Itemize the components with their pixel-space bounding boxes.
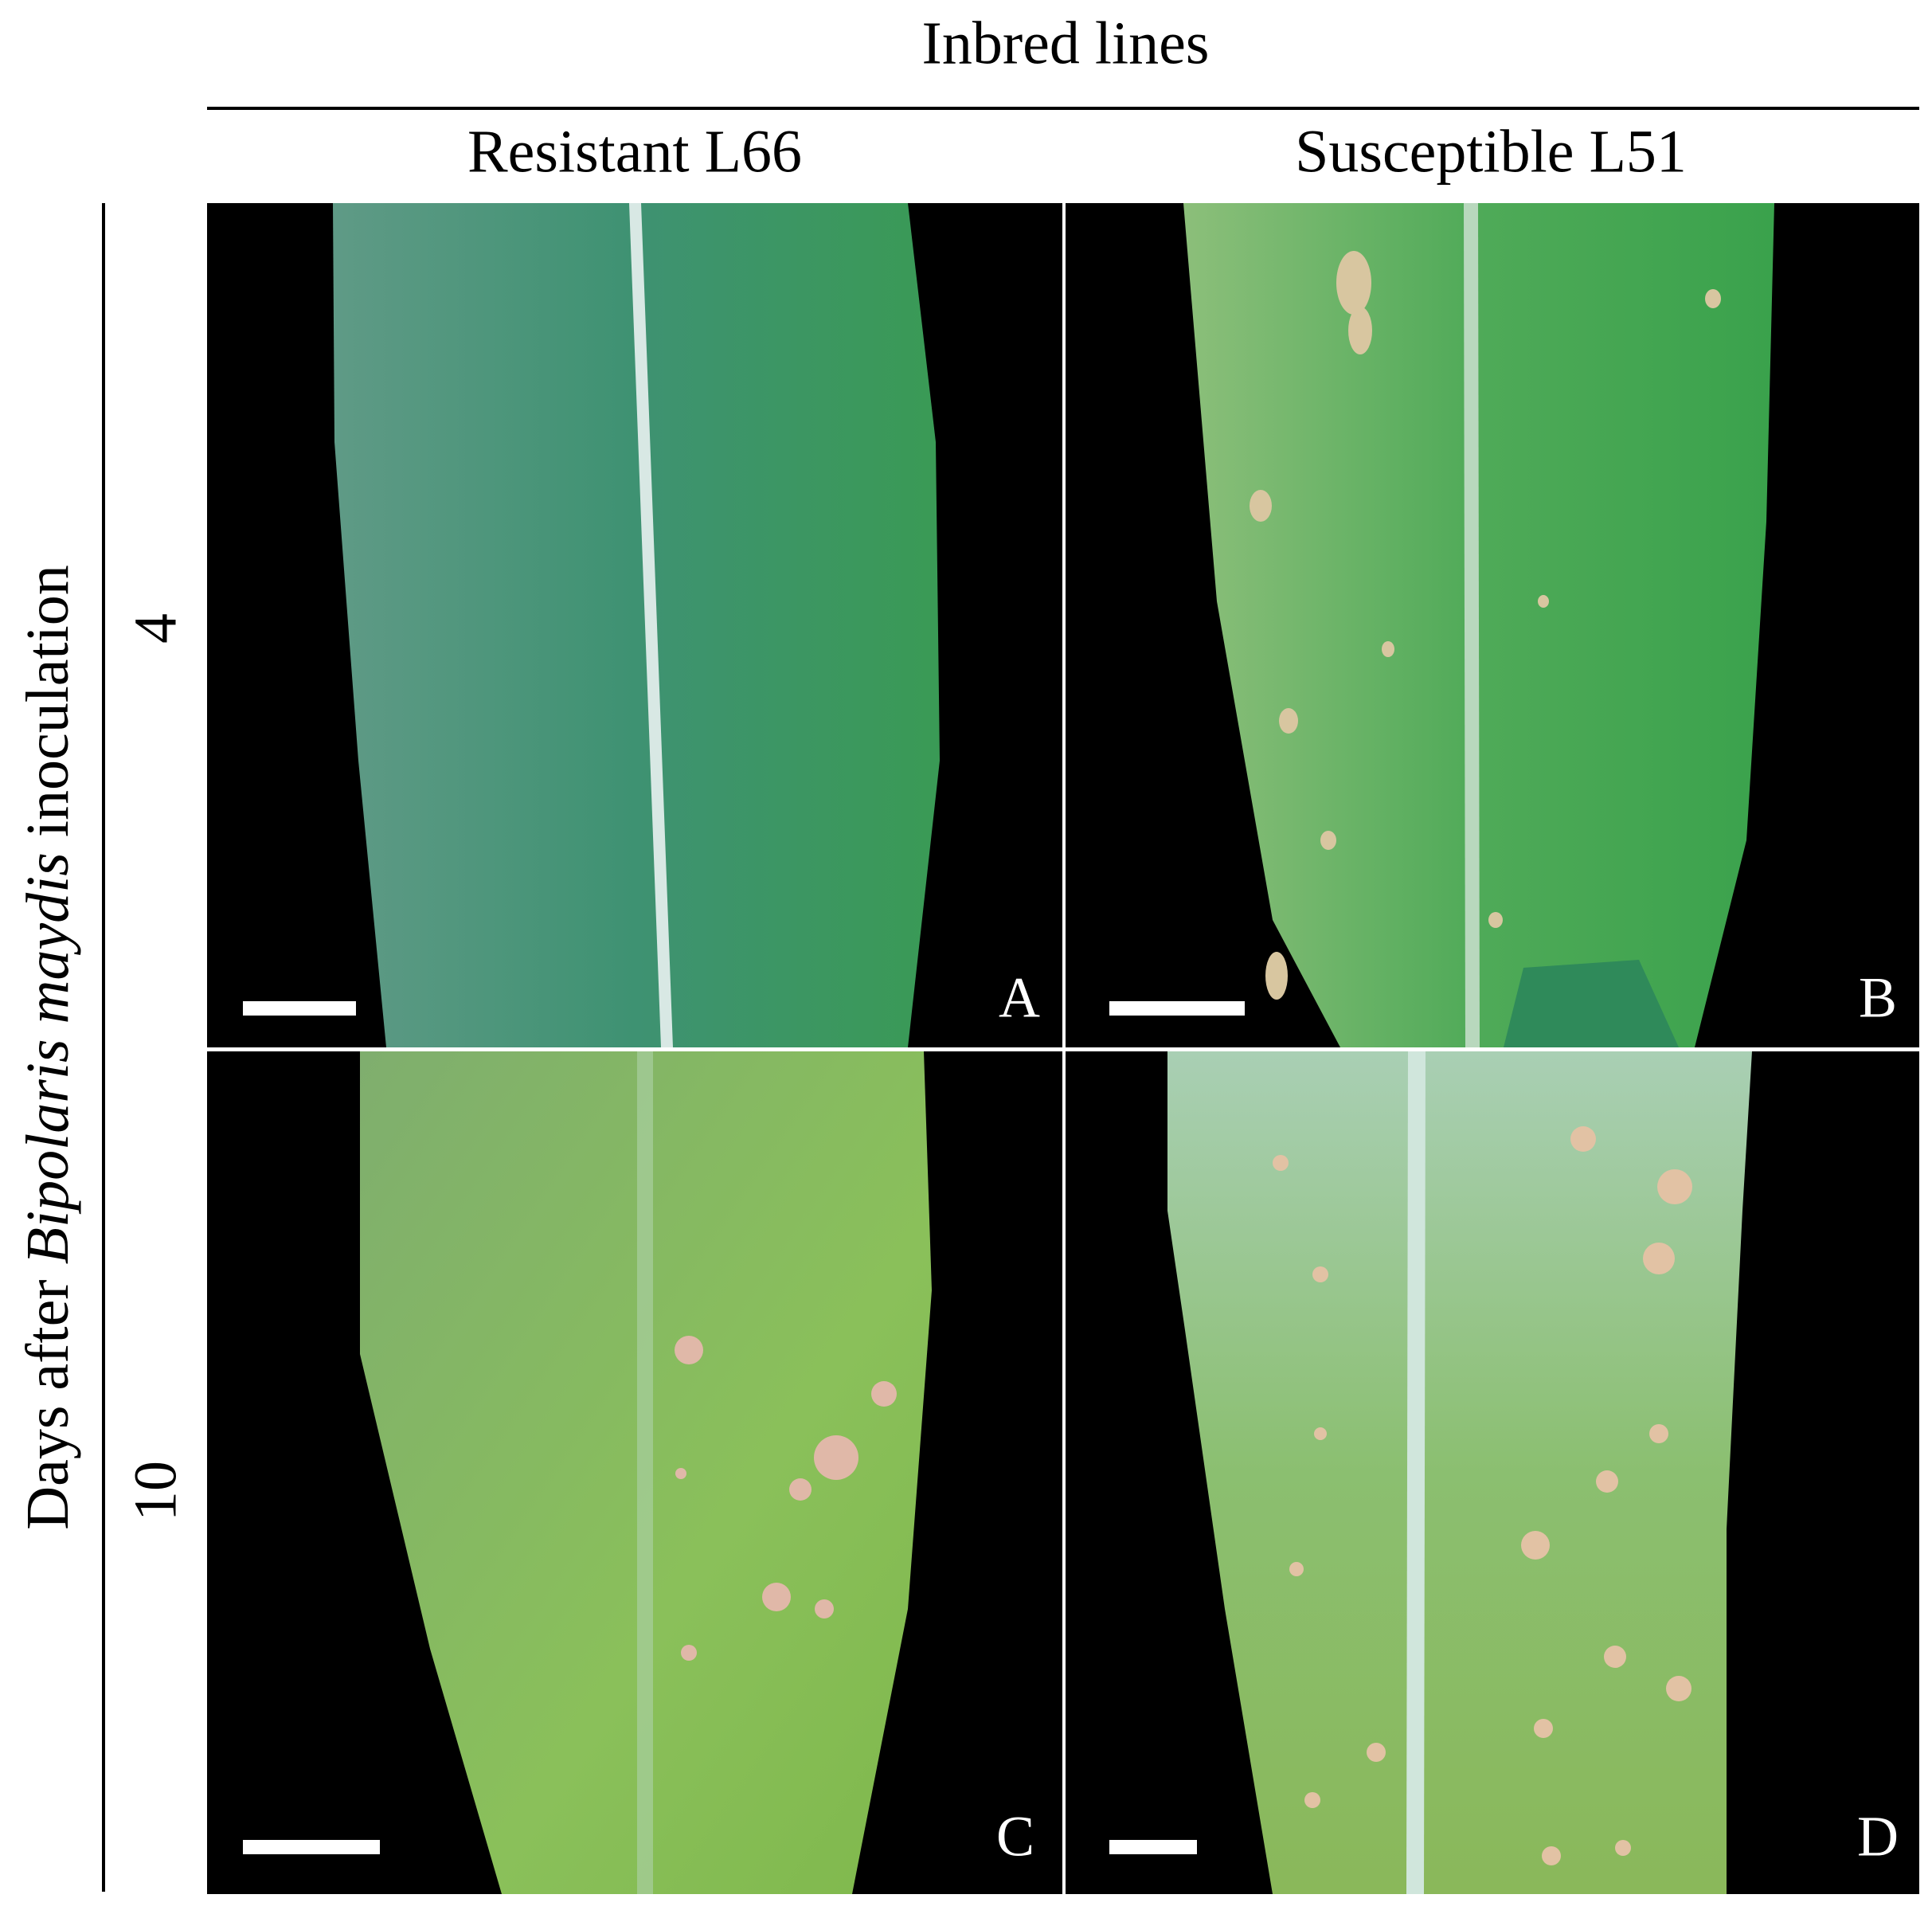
scale-bar	[1109, 1840, 1197, 1854]
label-part-italic: Bipolaris maydis	[14, 852, 81, 1264]
leaf-fold	[1504, 960, 1679, 1047]
label-part: inoculation	[14, 565, 81, 852]
midrib	[637, 1051, 653, 1894]
row-label: 4	[122, 613, 189, 644]
panel: A	[207, 203, 1062, 1047]
lesions	[1250, 251, 1721, 1000]
panel-letter: B	[1859, 966, 1897, 1030]
panel-letter: D	[1857, 1805, 1899, 1869]
panel: C	[207, 1051, 1062, 1894]
leaf	[1167, 1051, 1752, 1894]
panel-letter: C	[996, 1805, 1034, 1869]
label-part: Days after	[14, 1264, 81, 1529]
midrib	[629, 203, 673, 1047]
row-label: 10	[122, 1461, 189, 1521]
panel-letter: A	[999, 966, 1040, 1030]
midrib	[1406, 1051, 1426, 1894]
scale-bar	[1109, 1001, 1245, 1016]
column-label: Resistant L66	[467, 118, 802, 185]
figure-title: Inbred lines	[922, 10, 1210, 76]
row-axis-label: Days after Bipolaris maydis inoculation	[14, 565, 81, 1530]
scale-bar	[243, 1840, 380, 1854]
leaf	[333, 203, 940, 1047]
midrib	[1464, 203, 1480, 1047]
lesions	[1273, 1126, 1692, 1865]
panel: D	[1066, 1051, 1919, 1894]
column-label: Susceptible L51	[1295, 118, 1687, 185]
lesions	[675, 1336, 897, 1661]
scale-bar	[243, 1001, 356, 1016]
panel: B	[1066, 203, 1919, 1047]
